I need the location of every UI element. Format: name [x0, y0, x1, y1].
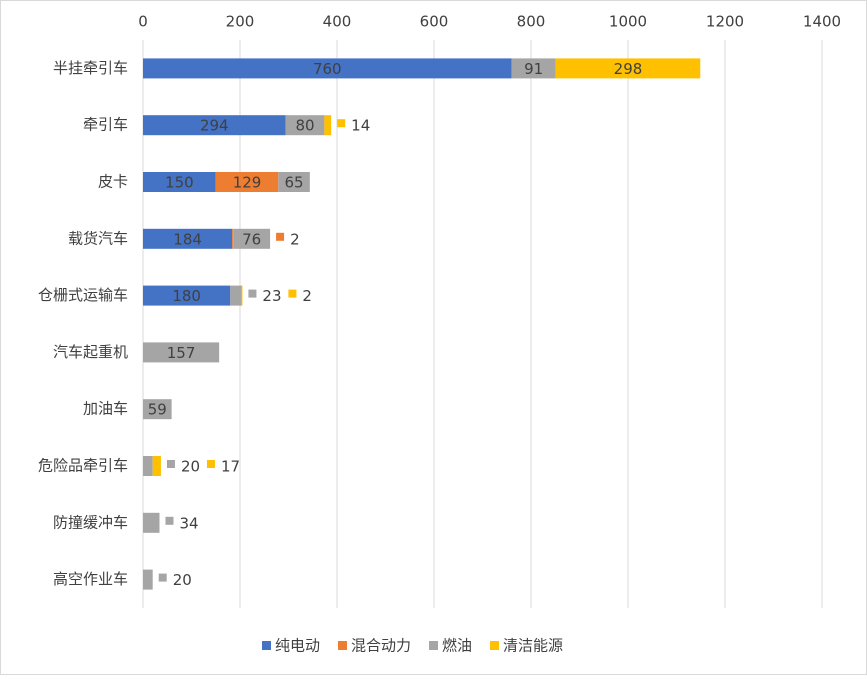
bar — [143, 569, 153, 590]
bar — [511, 58, 556, 79]
legend-label: 清洁能源 — [503, 637, 563, 655]
data-label: 294 — [200, 117, 229, 135]
x-tick-label: 200 — [226, 13, 255, 31]
bar — [233, 228, 271, 249]
data-label: 20 — [181, 458, 200, 476]
label-key — [288, 289, 297, 298]
data-label: 80 — [295, 117, 314, 135]
label-key — [337, 119, 346, 128]
data-label: 23 — [262, 287, 281, 305]
y-tick-label: 皮卡 — [98, 173, 128, 191]
bar — [143, 58, 512, 79]
y-tick-label: 仓栅式运输车 — [38, 286, 128, 304]
data-label: 298 — [614, 60, 643, 78]
y-tick-label: 牵引车 — [83, 116, 128, 134]
legend-key — [262, 641, 271, 650]
y-tick-label: 加油车 — [83, 400, 128, 418]
data-label: 129 — [233, 174, 262, 192]
data-label: 76 — [242, 230, 261, 248]
legend-key — [429, 641, 439, 650]
bar — [143, 512, 160, 533]
x-tick-label: 1000 — [609, 13, 647, 31]
data-label: 65 — [285, 174, 304, 192]
bar — [143, 342, 220, 363]
x-tick-label: 1200 — [706, 13, 744, 31]
x-tick-label: 600 — [420, 13, 449, 31]
y-tick-label: 防撞缓冲车 — [53, 513, 128, 531]
legend-label: 燃油 — [442, 637, 472, 655]
data-label: 157 — [167, 344, 196, 362]
y-tick-label: 高空作业车 — [53, 570, 128, 588]
bar — [241, 285, 243, 306]
data-label: 760 — [313, 60, 342, 78]
bar — [230, 285, 242, 306]
data-label: 20 — [173, 571, 192, 589]
data-label: 34 — [179, 514, 198, 532]
x-tick-label: 400 — [323, 13, 352, 31]
bar — [143, 228, 233, 249]
y-tick-label: 载货汽车 — [68, 229, 128, 247]
legend-key — [338, 641, 348, 650]
bar — [232, 228, 234, 249]
label-key — [158, 573, 167, 582]
data-label: 184 — [173, 230, 202, 248]
legend-label: 纯电动 — [275, 637, 320, 655]
bar — [143, 399, 172, 420]
x-tick-label: 0 — [138, 13, 148, 31]
data-label: 14 — [351, 117, 370, 135]
bar — [143, 115, 286, 136]
bar — [152, 456, 161, 476]
y-tick-label: 汽车起重机 — [53, 343, 128, 361]
label-key — [248, 289, 257, 298]
data-label: 91 — [524, 60, 543, 78]
label-key — [276, 232, 285, 241]
legend-key — [490, 641, 500, 650]
bar — [278, 172, 310, 192]
bar — [285, 115, 325, 136]
bar — [143, 172, 216, 192]
bar — [143, 456, 153, 476]
data-label: 180 — [172, 287, 201, 305]
y-tick-label: 危险品牵引车 — [38, 457, 128, 475]
data-label: 59 — [148, 401, 167, 419]
bar — [215, 172, 279, 192]
bar — [143, 285, 231, 306]
data-label: 2 — [290, 230, 300, 248]
x-tick-label: 800 — [517, 13, 546, 31]
data-label: 2 — [302, 287, 312, 305]
y-tick-label: 半挂牵引车 — [53, 59, 128, 77]
label-key — [166, 460, 175, 468]
legend-label: 混合动力 — [351, 637, 411, 655]
data-label: 17 — [221, 458, 240, 476]
bar — [555, 58, 701, 79]
x-tick-label: 1400 — [803, 13, 841, 31]
label-key — [165, 516, 174, 525]
label-key — [206, 460, 215, 468]
bar — [324, 115, 332, 136]
data-label: 150 — [165, 174, 194, 192]
